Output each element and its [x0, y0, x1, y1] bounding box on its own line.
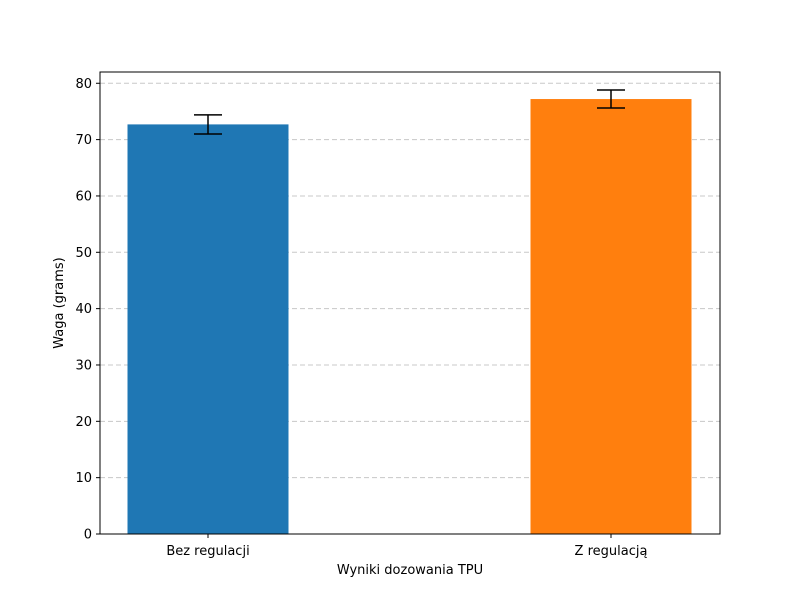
error-layer: [194, 89, 625, 135]
x-tick-label: Z regulacją: [575, 544, 648, 559]
y-tick-label: 50: [75, 246, 92, 261]
y-tick-label: 70: [75, 133, 92, 148]
y-tick-label: 40: [75, 302, 92, 317]
bar-2: [530, 99, 692, 535]
y-axis-label: Waga (grams): [52, 257, 67, 348]
x-axis-label: Wyniki dozowania TPU: [337, 563, 483, 578]
y-tick-label: 80: [75, 77, 92, 92]
y-tick-label: 0: [84, 528, 92, 543]
bar-1: [127, 124, 289, 535]
plot-frame: [99, 71, 721, 535]
y-tick-label: 20: [75, 415, 92, 430]
y-tick-label: 30: [75, 358, 92, 373]
bar-layer: [127, 99, 692, 535]
y-tick-label: 10: [75, 471, 92, 486]
tick-layer: 0 10 20 30 40 50 60 70 80 Bez regulacji Z regulacj…: [75, 77, 647, 559]
y-tick-label: 60: [75, 189, 92, 204]
x-tick-label: Bez regulacji: [166, 544, 249, 559]
